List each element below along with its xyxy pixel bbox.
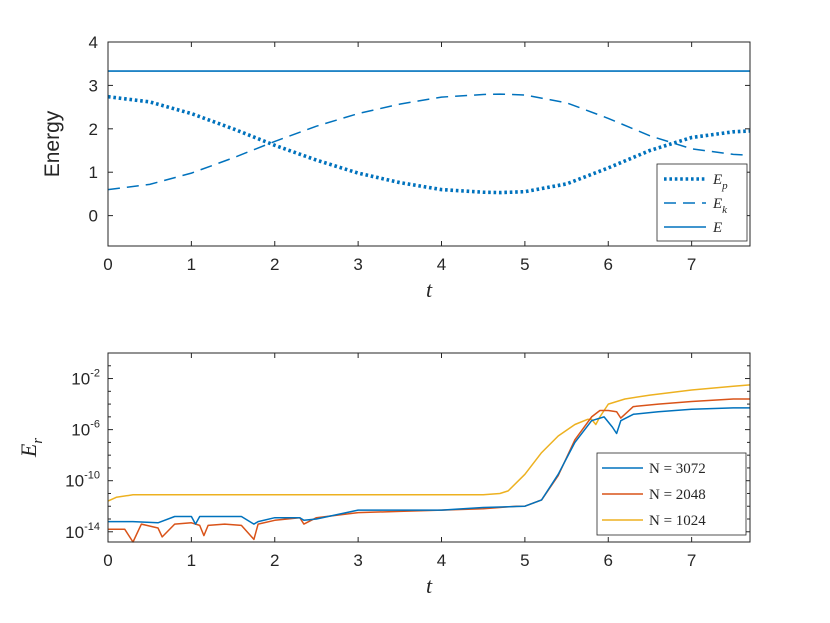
y-axis-label: Er	[16, 438, 46, 458]
y-tick-label: 1	[89, 163, 98, 182]
y-tick-label: 10-10	[65, 470, 100, 491]
y-tick-label: 4	[89, 33, 98, 52]
error-chart: 0 1 2 3 4 5 6 7 10-14 10-10 10-6 10-2 t Er N = 3072 N =…	[16, 352, 751, 598]
legend-label-e-p: Ep	[712, 172, 728, 192]
x-axis-label: t	[426, 277, 433, 302]
series-line-n---1024	[107, 384, 751, 502]
y-tick-label: 10-14	[65, 521, 100, 542]
x-tick-label: 4	[437, 551, 446, 570]
x-tick-label: 3	[353, 551, 362, 570]
x-tick-label: 2	[270, 255, 279, 274]
y-tick-label: 2	[89, 120, 98, 139]
legend-label-e: E	[712, 220, 722, 236]
legend-label-n---2048: N = 2048	[649, 487, 706, 503]
x-tick-label: 4	[437, 255, 446, 274]
x-axis-label: t	[426, 573, 433, 598]
x-tick-label: 0	[103, 551, 112, 570]
y-tick-label: 10-2	[71, 368, 100, 389]
x-tick-label: 0	[103, 255, 112, 274]
x-tick-label: 1	[187, 551, 196, 570]
series-line-e-k	[107, 93, 751, 191]
x-tick-label: 3	[353, 255, 362, 274]
legend-label-e-k: Ek	[712, 196, 728, 216]
y-tick-label: 10-6	[71, 419, 100, 440]
x-tick-label: 7	[687, 255, 696, 274]
series-line-e-p	[107, 94, 751, 195]
x-tick-label: 6	[604, 551, 613, 570]
x-tick-label: 5	[520, 551, 529, 570]
axes-box	[107, 352, 751, 543]
legend-label-n---3072: N = 3072	[649, 461, 706, 477]
plot-area	[108, 42, 750, 246]
y-axis-label: Energy	[41, 110, 64, 177]
y-tick-label: 3	[89, 76, 98, 95]
axes-box	[107, 41, 751, 247]
x-tick-label: 7	[687, 551, 696, 570]
x-tick-label: 5	[520, 255, 529, 274]
series-line-n---3072	[108, 407, 750, 525]
x-tick-label: 2	[270, 551, 279, 570]
x-tick-label: 1	[187, 255, 196, 274]
legend-label-n---1024: N = 1024	[649, 513, 706, 529]
y-tick-label: 0	[89, 207, 98, 226]
x-tick-label: 6	[604, 255, 613, 274]
